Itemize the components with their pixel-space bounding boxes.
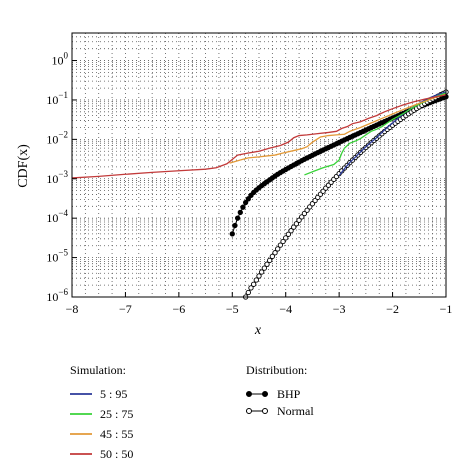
series-point-bhp <box>245 196 251 202</box>
y-tick-label: 10−4 <box>46 208 68 225</box>
series-point-normal <box>259 269 265 275</box>
x-tick-label: −8 <box>66 302 79 316</box>
distribution-legend: Distribution: BHP Normal <box>246 363 314 418</box>
distribution-legend-marker <box>262 408 268 414</box>
y-tick-label: 10−1 <box>46 90 68 107</box>
y-tick-exponent: −6 <box>58 287 68 297</box>
series-point-bhp <box>232 222 238 229</box>
series-point-normal <box>277 242 284 248</box>
series-point-normal <box>304 207 310 213</box>
simulation-legend-label: 5 : 95 <box>100 387 127 401</box>
distribution-legend-marker <box>246 391 252 397</box>
simulation-legend-label: 50 : 50 <box>100 447 133 461</box>
series-layer <box>71 89 449 300</box>
series-point-normal <box>251 281 257 287</box>
series-point-normal <box>272 250 278 256</box>
series-point-normal <box>291 224 297 230</box>
x-tick-label: −2 <box>386 302 399 316</box>
y-axis-label: CDF(x) <box>16 144 31 188</box>
series-point-normal <box>267 257 273 264</box>
distribution-legend-marker <box>246 408 252 414</box>
series-point-normal <box>301 210 308 217</box>
y-tick-base: 10 <box>52 54 64 68</box>
series-point-normal <box>280 238 286 245</box>
distribution-legend-label: Normal <box>277 404 314 418</box>
series-point-normal <box>261 265 267 271</box>
y-tick-base: 10 <box>46 172 58 186</box>
series-point-bhp <box>242 199 249 206</box>
y-tick-label: 10−3 <box>46 169 68 186</box>
simulation-line-3 <box>229 93 447 164</box>
distribution-legend-marker <box>262 391 268 397</box>
simulation-line-4 <box>71 94 447 179</box>
simulation-legend-label: 45 : 55 <box>100 427 133 441</box>
series-point-normal <box>269 253 276 260</box>
y-tick-exponent: −5 <box>58 248 68 258</box>
series-point-normal <box>264 261 270 267</box>
y-tick-base: 10 <box>46 211 58 225</box>
x-axis-label: x <box>254 323 262 338</box>
series-point-normal <box>285 231 292 237</box>
x-tick-label: −6 <box>172 302 185 316</box>
y-tick-exponent: −3 <box>58 169 68 179</box>
series-point-normal <box>293 221 300 227</box>
y-tick-label: 100 <box>52 51 69 68</box>
series-point-normal <box>299 214 305 220</box>
simulation-legend: Simulation: 5 : 95 25 : 75 45 : 55 50 : 50 <box>70 363 133 461</box>
distribution-legend-title: Distribution: <box>246 363 307 377</box>
y-tick-exponent: −4 <box>58 208 68 218</box>
series-point-normal <box>296 217 302 223</box>
x-tick-label: −7 <box>119 302 132 316</box>
plot-frame <box>71 32 447 298</box>
y-tick-label: 10−5 <box>46 248 68 265</box>
series-point-normal <box>253 277 259 283</box>
distribution-legend-label: BHP <box>277 387 301 401</box>
y-tick-base: 10 <box>46 290 58 304</box>
series-point-normal <box>248 285 254 291</box>
y-tick-label: 10−2 <box>46 129 68 146</box>
x-tick-label: −1 <box>440 302 453 316</box>
series-point-normal <box>283 235 289 241</box>
y-tick-exponent: −2 <box>58 129 68 139</box>
y-tick-base: 10 <box>46 251 58 265</box>
x-axis-ticks: −8 −7 −6 −5 −4 −3 −2 −1 <box>66 292 453 316</box>
y-tick-exponent: 0 <box>64 51 69 61</box>
grid <box>71 32 447 298</box>
series-point-bhp <box>234 215 241 221</box>
x-tick-label: −5 <box>226 302 239 316</box>
series-point-bhp <box>229 231 235 237</box>
series-point-bhp <box>240 204 246 210</box>
simulation-legend-title: Simulation: <box>70 363 126 377</box>
y-tick-label: 10−6 <box>46 287 68 304</box>
y-tick-exponent: −1 <box>58 90 68 100</box>
series-point-normal <box>275 246 281 252</box>
x-tick-label: −3 <box>333 302 346 316</box>
series-point-normal <box>245 289 251 296</box>
x-tick-label: −4 <box>279 302 292 316</box>
series-point-normal <box>288 228 294 234</box>
series-point-bhp <box>237 209 243 216</box>
y-tick-base: 10 <box>46 93 58 107</box>
series-line-normal <box>245 91 447 298</box>
simulation-legend-label: 25 : 75 <box>100 407 133 421</box>
series-point-normal <box>256 273 262 279</box>
y-tick-base: 10 <box>46 132 58 146</box>
